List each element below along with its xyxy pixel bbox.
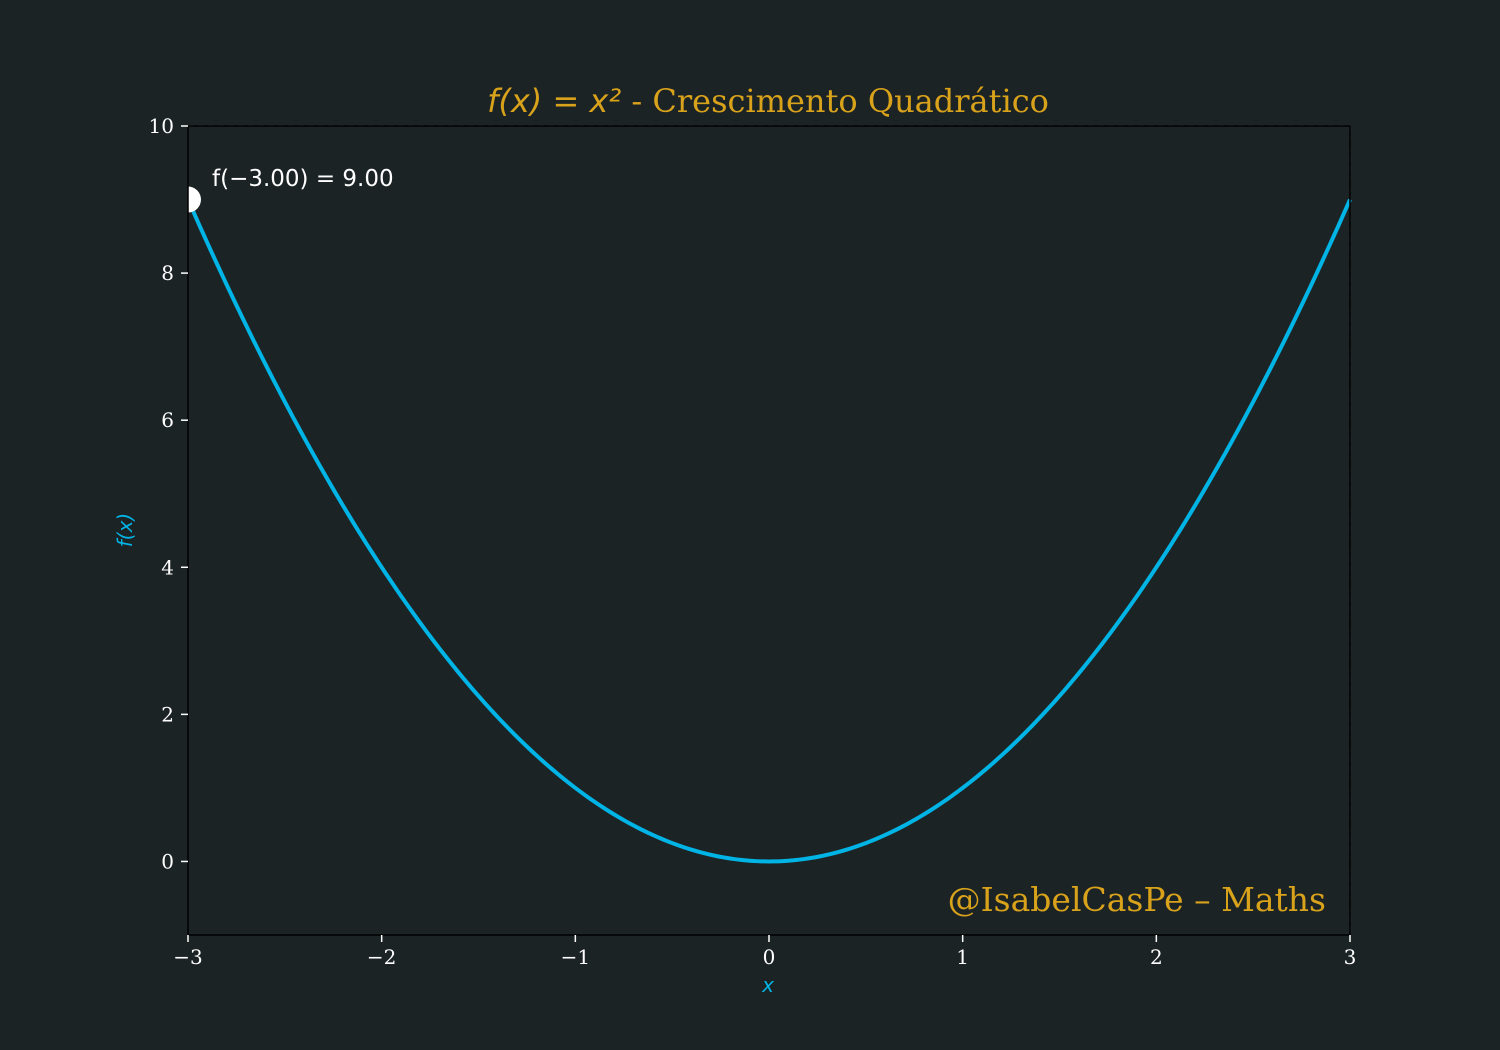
- left-margin-mask: [0, 0, 188, 1050]
- y-tick-label: 6: [161, 408, 174, 432]
- x-tick-label: −1: [561, 945, 590, 969]
- x-tick-label: 3: [1344, 945, 1357, 969]
- x-tick-label: 0: [763, 945, 776, 969]
- y-tick-label: 10: [149, 114, 174, 138]
- chart-title-math: f(x) = x²: [487, 82, 621, 120]
- axes: −3 −2 −1 0 1 2 3 0 2 4 6 8 10: [0, 0, 1357, 1050]
- y-tick-label: 2: [161, 702, 174, 726]
- y-tick-label: 8: [161, 261, 174, 285]
- series-line: [186, 198, 1352, 864]
- x-axis-label: x: [761, 973, 774, 997]
- x-tick-label: −2: [367, 945, 396, 969]
- y-axis-label: f(x): [113, 513, 137, 547]
- watermark: @IsabelCasPe – Maths: [948, 880, 1326, 919]
- plot-background: [188, 126, 1350, 935]
- x-tick-label: 1: [956, 945, 969, 969]
- y-tick-label: 0: [161, 849, 174, 873]
- chart-title: f(x) = x² - Crescimento Quadrático: [487, 82, 1049, 120]
- x-tick-label: 2: [1150, 945, 1163, 969]
- y-tick-label: 4: [161, 555, 174, 579]
- chart-title-text: - Crescimento Quadrático: [621, 82, 1049, 120]
- point-annotation: f(−3.00) = 9.00: [212, 166, 394, 192]
- plot-area: [175, 126, 1352, 935]
- x-tick-label: −3: [173, 945, 202, 969]
